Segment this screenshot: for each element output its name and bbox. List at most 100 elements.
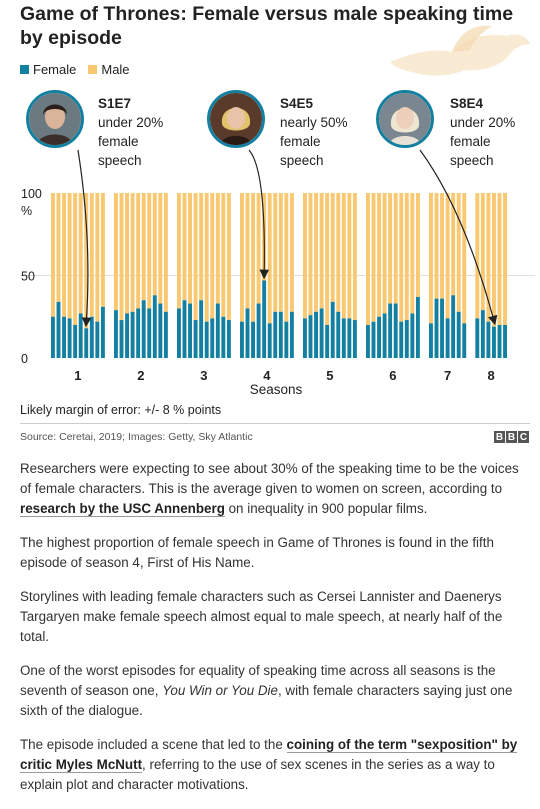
paragraph-text: on inequality in 900 popular films. <box>224 501 428 516</box>
bar-male <box>492 193 496 327</box>
bar-female <box>114 310 118 358</box>
bar-male <box>141 193 146 301</box>
bar-male <box>125 193 129 314</box>
callout-line: under 20% <box>98 115 164 130</box>
bar-female <box>415 296 420 358</box>
article-paragraph-2: The highest proportion of female speech … <box>20 535 494 570</box>
bar-male <box>158 193 163 304</box>
paragraph-text: Researchers were expecting to see about … <box>20 461 519 496</box>
season-tick-label: 6 <box>389 368 396 383</box>
bar-male <box>210 193 215 319</box>
bar-female <box>119 320 124 358</box>
bar-male <box>62 193 66 317</box>
paragraph-text: , referring to the use of sex scenes in … <box>20 757 495 792</box>
bar-male <box>226 193 231 321</box>
callout-code: S4E5 <box>280 96 314 111</box>
bar-male <box>119 193 124 321</box>
bar-male <box>251 193 255 322</box>
bar-male <box>341 193 346 319</box>
bar-male <box>445 193 450 319</box>
bbc-logo-letter: B <box>494 431 505 443</box>
y-tick-label: 50 <box>21 270 35 284</box>
bar-male <box>114 193 118 311</box>
bar-male <box>163 193 168 312</box>
bar-male <box>456 193 461 312</box>
bar-female <box>158 303 163 358</box>
bar-female <box>251 321 255 358</box>
bar-female <box>89 316 94 358</box>
bar-female <box>199 300 204 358</box>
bar-male <box>147 193 152 309</box>
bar-female <box>78 313 83 358</box>
bar-female <box>152 295 157 358</box>
bar-female <box>366 325 370 358</box>
bbc-logo-letter: B <box>506 431 517 443</box>
season-tick-label: 2 <box>137 368 144 383</box>
bar-female <box>347 318 352 358</box>
bar-female <box>289 311 294 358</box>
y-axis-label: % <box>21 204 32 218</box>
bar-female <box>51 316 55 358</box>
bar-female <box>308 315 313 358</box>
callout-code: S1E7 <box>98 96 132 111</box>
article-paragraph-1: Researchers were expecting to see about … <box>20 459 525 519</box>
bar-male <box>462 193 467 324</box>
season-tick-label: 1 <box>74 368 81 383</box>
season-tick-label: 4 <box>263 368 271 383</box>
bar-male <box>415 193 420 297</box>
bar-male <box>256 193 261 304</box>
bar-female <box>475 318 480 358</box>
paragraph-text: The episode included a scene that led to… <box>20 737 287 752</box>
callout-line: female <box>450 134 491 149</box>
bar-male <box>177 193 181 309</box>
bar-female <box>226 320 231 358</box>
y-tick-label: 100 <box>21 187 42 201</box>
sexposition-link[interactable]: coining of the term "sexposition" by cri… <box>20 737 518 773</box>
bar-female <box>73 325 78 358</box>
bar-female <box>393 303 398 358</box>
cersei-portrait-icon <box>207 90 265 148</box>
bar-female <box>429 323 433 358</box>
episode-title: You Win or You Die <box>162 683 278 698</box>
bar-female <box>136 308 141 358</box>
x-axis-label: Seasons <box>250 382 303 397</box>
bar-male <box>371 193 376 322</box>
divider <box>20 423 530 424</box>
daenerys-portrait-icon <box>376 90 434 148</box>
dragon-watermark <box>390 25 530 76</box>
bar-male <box>51 193 55 317</box>
bar-female <box>325 325 330 358</box>
bar-female <box>371 321 376 358</box>
bar-male <box>393 193 398 304</box>
callout-s1e7: S1E7 under 20% female speech <box>98 94 163 170</box>
bar-male <box>319 193 324 309</box>
bar-female <box>462 323 467 358</box>
bar-male <box>314 193 318 312</box>
bar-male <box>434 193 439 299</box>
bar-male <box>221 193 226 317</box>
bar-female <box>284 321 289 358</box>
bar-male <box>84 193 89 329</box>
bar-female <box>204 321 209 358</box>
bar-female <box>278 311 283 358</box>
bar-female <box>456 311 461 358</box>
bar-male <box>404 193 409 321</box>
bar-female <box>382 313 387 358</box>
annotation-arrow <box>419 149 498 326</box>
bar-male <box>100 193 105 307</box>
bar-male <box>199 193 204 301</box>
chart-title: Game of Thrones: Female versus male spea… <box>20 3 514 49</box>
bar-male <box>78 193 83 314</box>
stacked-bar-chart: 1 2 3 4 5 6 7 8 100 50 0% Seasons <box>20 149 535 397</box>
bar-male <box>56 193 61 302</box>
bar-female <box>262 280 267 358</box>
bar-female <box>256 303 261 358</box>
bar-female <box>445 318 450 358</box>
callout-line: nearly 50% <box>280 115 348 130</box>
usc-annenberg-link[interactable]: research by the USC Annenberg <box>20 501 225 517</box>
bar-female <box>273 311 278 358</box>
bar-female <box>210 318 215 358</box>
bar-female <box>451 295 456 358</box>
bar-male <box>273 193 278 312</box>
bar-female <box>503 325 507 358</box>
